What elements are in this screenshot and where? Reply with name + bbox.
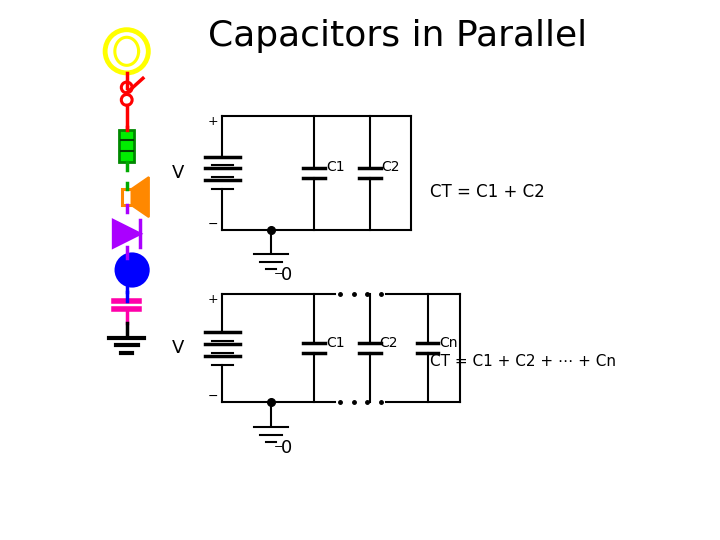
Text: CT = C1 + C2 + ⋯ + Cn: CT = C1 + C2 + ⋯ + Cn [431, 354, 616, 369]
Text: CT = C1 + C2: CT = C1 + C2 [431, 183, 545, 201]
Polygon shape [113, 220, 140, 247]
Text: +: + [207, 293, 218, 306]
Text: −: − [207, 390, 218, 403]
Text: Cn: Cn [439, 336, 458, 350]
Text: Capacitors in Parallel: Capacitors in Parallel [208, 19, 588, 53]
Text: C1: C1 [326, 336, 345, 350]
Text: 0: 0 [281, 266, 292, 284]
Text: C2: C2 [382, 160, 400, 174]
Text: +: + [207, 115, 218, 128]
Text: −: − [274, 442, 283, 452]
Text: C2: C2 [379, 336, 398, 350]
Text: V: V [172, 164, 184, 182]
Text: V: V [172, 339, 184, 357]
Polygon shape [132, 177, 149, 217]
Text: 0: 0 [281, 439, 292, 457]
Bar [120, 130, 134, 162]
Text: −: − [274, 269, 283, 279]
Bar [122, 189, 132, 205]
Text: C1: C1 [326, 160, 345, 174]
Text: −: − [207, 218, 218, 231]
Circle shape [116, 254, 148, 286]
